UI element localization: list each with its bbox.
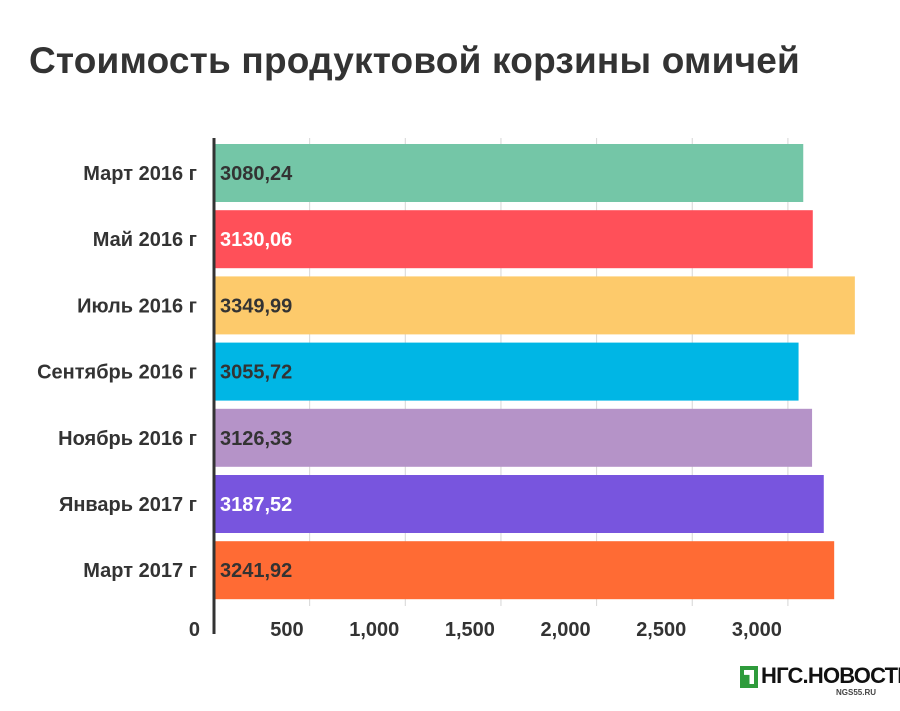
logo-name: НГС.НОВОСТИ [761,663,900,688]
bar-value-label: 3126,33 [220,428,292,450]
logo-site: NGS55.RU [835,688,876,697]
x-tick-label: 1,000 [349,619,399,641]
bar-value-label: 3130,06 [220,229,292,251]
chart-title: Стоимость продуктовой корзины омичей [29,40,800,81]
x-tick-label: 1,500 [445,619,495,641]
x-tick-label: 500 [270,619,303,641]
bar[interactable] [214,475,824,533]
bar[interactable] [214,541,835,600]
ngs-logo-icon [740,666,758,688]
bar[interactable] [214,408,813,467]
category-label: Март 2017 г [83,560,197,582]
x-tick-label: 0 [189,619,200,641]
bar-value-label: 3241,92 [220,560,292,582]
category-label: Июль 2016 г [77,295,197,317]
bar-value-label: 3187,52 [220,494,292,516]
bar[interactable] [214,342,799,401]
category-label: Май 2016 г [93,229,197,251]
category-label: Январь 2017 г [59,494,197,516]
bar[interactable] [214,210,813,269]
bar-value-label: 3055,72 [220,362,292,384]
bar[interactable] [214,276,855,335]
category-label: Март 2016 г [83,163,197,185]
x-tick-label: 3,000 [732,619,782,641]
x-tick-label: 2,000 [541,619,591,641]
bar-value-label: 3349,99 [220,295,292,317]
ngs-news-logo[interactable]: НГС.НОВОСТИ NGS55.RU [740,660,900,702]
category-label: Ноябрь 2016 г [58,428,197,450]
bar[interactable] [214,144,804,202]
x-tick-label: 2,500 [636,619,686,641]
bar-value-label: 3080,24 [220,163,293,185]
category-label: Сентябрь 2016 г [37,362,197,384]
